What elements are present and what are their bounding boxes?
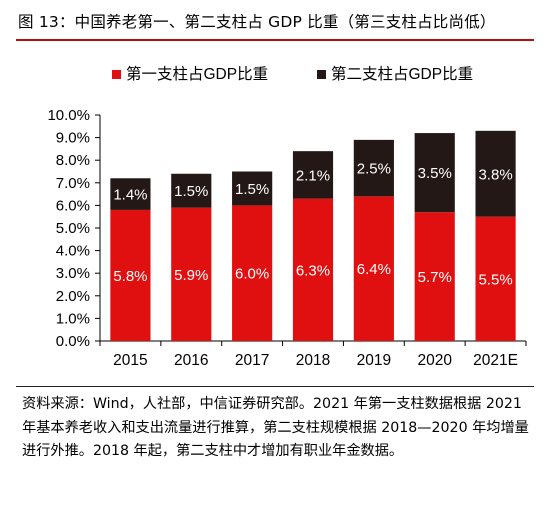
bar-segment-series-1 bbox=[232, 205, 273, 341]
data-label: 5.9% bbox=[174, 267, 208, 284]
data-label: 6.4% bbox=[357, 261, 391, 278]
y-axis: 0.0% 1.0% 2.0% 3.0% 4.0% 5.0% 6.0% 7.0% 8.0% 9.0%… bbox=[47, 107, 101, 350]
data-label: 1.4% bbox=[113, 187, 147, 204]
data-label: 5.7% bbox=[418, 269, 452, 286]
y-tick-label: 3.0% bbox=[56, 265, 90, 282]
bar-segment-series-2 bbox=[110, 178, 151, 210]
y-tick-label: 6.0% bbox=[56, 197, 90, 214]
bar-segment-series-1 bbox=[292, 198, 334, 341]
y-tick-label: 7.0% bbox=[56, 175, 90, 192]
data-label: 5.8% bbox=[113, 268, 147, 285]
bar-segment-series-2 bbox=[232, 171, 273, 206]
x-tick-label: 2019 bbox=[357, 352, 391, 369]
y-tick-label: 8.0% bbox=[56, 152, 90, 169]
y-tick-label: 4.0% bbox=[56, 243, 90, 260]
data-label: 2.5% bbox=[357, 161, 391, 178]
title-rule bbox=[16, 39, 534, 41]
x-tick-label: 2017 bbox=[235, 352, 269, 369]
bars: 5.8% 1.4% 5.9% 1.5% 6.0% 1.5% 6.3% 2.1% 6.4% 2.5%… bbox=[110, 130, 516, 341]
y-tick-label: 1.0% bbox=[56, 310, 90, 327]
y-tick-label: 2.0% bbox=[56, 288, 90, 305]
data-label: 1.5% bbox=[235, 181, 269, 198]
bar-segment-series-1 bbox=[353, 196, 394, 341]
source-rule bbox=[16, 386, 534, 387]
y-tick-label: 9.0% bbox=[56, 130, 90, 147]
figure-title: 图 13：中国养老第一、第二支柱占 GDP 比重（第三支柱占比尚低） bbox=[18, 13, 496, 31]
y-tick-label: 10.0% bbox=[47, 107, 90, 124]
x-tick-label: 2020 bbox=[417, 352, 452, 369]
data-label: 2.1% bbox=[296, 167, 330, 184]
data-label: 6.3% bbox=[296, 262, 330, 279]
legend-swatch bbox=[112, 70, 121, 79]
stacked-bar-chart: 第一支柱占GDP比重 第二支柱占GDP比重 0.0% 1.0% 2.0% 3.0% 4.0… bbox=[47, 65, 527, 369]
x-tick-label: 2021E bbox=[473, 352, 518, 369]
bar-segment-series-1 bbox=[171, 207, 212, 341]
x-axis: 2015 2016 2017 2018 2019 2020 2021E bbox=[99, 340, 527, 369]
data-label: 3.8% bbox=[478, 166, 512, 183]
legend: 第一支柱占GDP比重 第二支柱占GDP比重 bbox=[112, 65, 473, 83]
legend-label: 第二支柱占GDP比重 bbox=[331, 65, 473, 83]
data-label: 1.5% bbox=[174, 183, 208, 200]
y-tick-label: 5.0% bbox=[56, 220, 90, 237]
bar-segment-series-1 bbox=[475, 216, 516, 341]
x-tick-label: 2016 bbox=[174, 352, 208, 369]
bar-segment-series-2 bbox=[292, 151, 334, 199]
legend-label: 第一支柱占GDP比重 bbox=[126, 65, 268, 83]
data-label: 5.5% bbox=[478, 271, 512, 288]
bar-segment-series-2 bbox=[475, 130, 516, 217]
bar-segment-series-2 bbox=[171, 173, 212, 208]
legend-swatch bbox=[317, 70, 326, 79]
bar-segment-series-1 bbox=[414, 212, 455, 341]
x-tick-label: 2015 bbox=[113, 352, 147, 369]
bar-segment-series-2 bbox=[353, 139, 394, 197]
data-label: 6.0% bbox=[235, 266, 269, 283]
data-label: 3.5% bbox=[418, 165, 452, 182]
source-note: 资料来源：Wind，人社部，中信证券研究部。2021 年第一支柱数据根据 202… bbox=[22, 396, 529, 459]
x-tick-label: 2018 bbox=[296, 352, 330, 369]
y-tick-label: 0.0% bbox=[56, 333, 90, 350]
bar-segment-series-1 bbox=[110, 209, 151, 341]
bar-segment-series-2 bbox=[414, 133, 455, 213]
